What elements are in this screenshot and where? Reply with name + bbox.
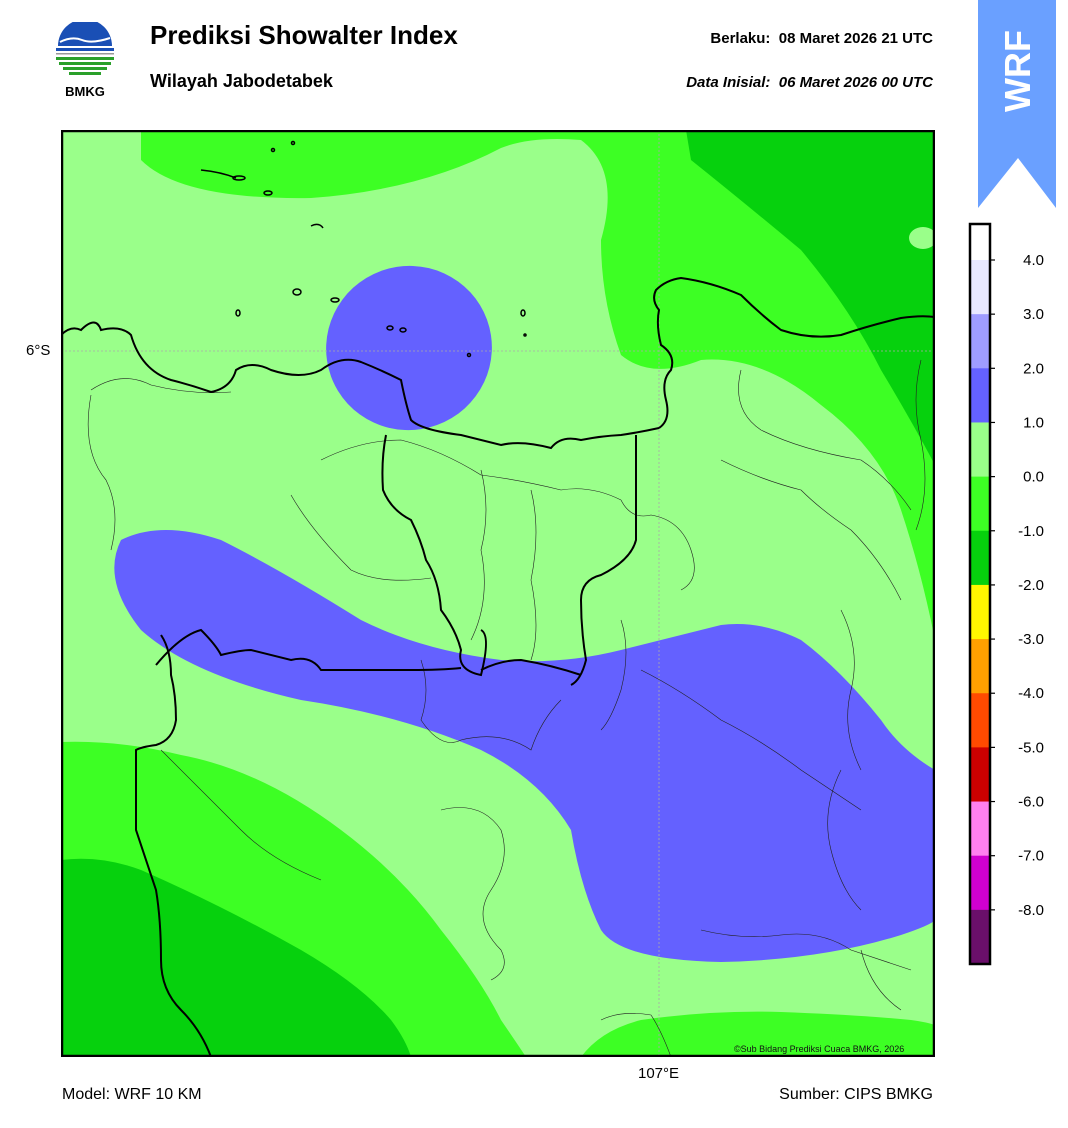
colorbar-tick-label: -7.0 (1018, 848, 1044, 865)
colorbar-segment (970, 909, 990, 965)
colorbar-segment (970, 368, 990, 423)
source-label: Sumber: CIPS BMKG (779, 1086, 933, 1103)
band-neg2-to-neg1-northeast (686, 130, 935, 465)
bmkg-logo-icon (52, 19, 118, 102)
colorbar-frame (968, 222, 992, 966)
model-label: Model: WRF 10 KM (62, 1086, 202, 1103)
colorbar-tick-label: -8.0 (1018, 902, 1044, 919)
colorbar: 4.0 3.0 2.0 1.0 0.0 -1.0 -2.0 -3.0 -4.0 -5.0 -6.0 -… (966, 222, 1056, 968)
colorbar-segment (970, 530, 990, 586)
colorbar-segment (970, 584, 990, 640)
colorbar-segment (970, 855, 990, 911)
colorbar-tick-label: -4.0 (1018, 685, 1044, 702)
copyright-note: ©Sub Bidang Prediksi Cuaca BMKG, 2026 (734, 1044, 905, 1054)
latitude-label: 6°S (26, 342, 51, 359)
colorbar-tick-label: -6.0 (1018, 794, 1044, 811)
colorbar-tick-label: -5.0 (1018, 739, 1044, 756)
colorbar-segment (970, 422, 990, 478)
valid-time: Berlaku: 08 Maret 2026 21 UTC (710, 30, 933, 47)
showalter-map (60, 129, 936, 1058)
colorbar-segment (970, 693, 990, 748)
badge-shape (978, 0, 1056, 208)
colorbar-cap (970, 224, 990, 260)
band-neg1-to-0-north (141, 130, 935, 640)
map-frame (60, 129, 936, 1058)
colorbar-segment (970, 476, 990, 532)
band-1-to-2-north (326, 265, 492, 431)
colorbar-tick-label: 1.0 (1023, 414, 1044, 431)
page-title: Prediksi Showalter Index (150, 20, 458, 50)
colorbar-tick-label: -3.0 (1018, 631, 1044, 648)
band-neg1-to-0-south (581, 1011, 935, 1057)
colorbar-segment (970, 801, 990, 857)
colorbar-tick-label: -2.0 (1018, 577, 1044, 594)
band-neg2-to-neg1-southwest (61, 858, 411, 1057)
wrf-badge: WRF (978, 0, 1056, 210)
colorbar-tick-label: 0.0 (1023, 469, 1044, 486)
logo-text: BMKG (65, 84, 105, 99)
colorbar-tick-label: 2.0 (1023, 360, 1044, 377)
colorbar-tick-label: 4.0 (1023, 252, 1044, 269)
colorbar-segment (970, 639, 990, 694)
badge-text: WRF (997, 30, 1038, 112)
colorbar-segment (970, 747, 990, 803)
colorbar-tick-label: 3.0 (1023, 306, 1044, 323)
colorbar-segment (970, 260, 990, 315)
init-time: Data Inisial: 06 Maret 2026 00 UTC (686, 74, 933, 91)
longitude-label: 107°E (638, 1065, 680, 1082)
page-subtitle: Wilayah Jabodetabek (150, 71, 333, 91)
colorbar-segment (970, 314, 990, 369)
colorbar-tick-label: -1.0 (1018, 523, 1044, 540)
